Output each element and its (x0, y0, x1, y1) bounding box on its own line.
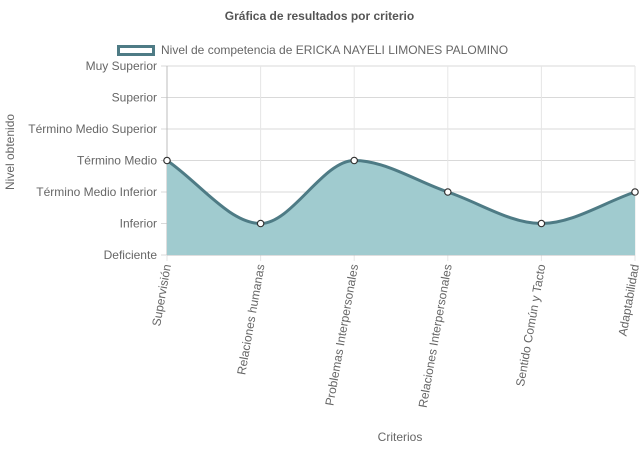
data-point (443, 188, 452, 196)
y-tick-label: Término Medio (77, 154, 157, 168)
legend-label: Nivel de competencia de ERICKA NAYELI LI… (161, 43, 509, 57)
y-tick-label: Deficiente (104, 248, 158, 262)
x-tick-label: Relaciones Interpersonales (416, 263, 455, 409)
x-tick-label: Supervisión (149, 263, 174, 327)
area-layer (166, 158, 636, 255)
x-tick-labels: Supervisión Relaciones humanas Problemas I… (149, 263, 639, 409)
data-point (163, 156, 171, 165)
y-tick-label: Superior (112, 91, 157, 105)
x-tick-label: Relaciones humanas (234, 263, 267, 376)
legend[interactable]: Nivel de competencia de ERICKA NAYELI LI… (117, 42, 508, 58)
chart-title: Gráfica de resultados por criterio (224, 9, 415, 23)
x-tick-label: Adaptabilidad (616, 263, 639, 337)
y-tick-label: Inferior (120, 217, 157, 231)
y-axis-title: Nivel obtenido (3, 113, 17, 190)
data-point (350, 156, 359, 165)
y-tick-label: Término Medio Inferior (36, 185, 157, 199)
x-axis-title: Criterios (377, 430, 423, 444)
y-tick-label: Término Medio Superior (28, 122, 157, 136)
series-area (167, 160, 635, 255)
x-tick-label: Problemas Interpersonales (322, 263, 361, 407)
data-points (163, 156, 639, 228)
data-point (631, 188, 639, 196)
data-point (256, 219, 265, 228)
legend-swatch (117, 44, 155, 56)
y-tick-labels: Deficiente Inferior Término Medio Inferior… (28, 59, 157, 262)
x-tick-label: Sentido Común y Tacto (513, 263, 548, 388)
y-tick-label: Muy Superior (86, 59, 157, 73)
data-point (537, 219, 546, 228)
series-line (166, 158, 636, 226)
